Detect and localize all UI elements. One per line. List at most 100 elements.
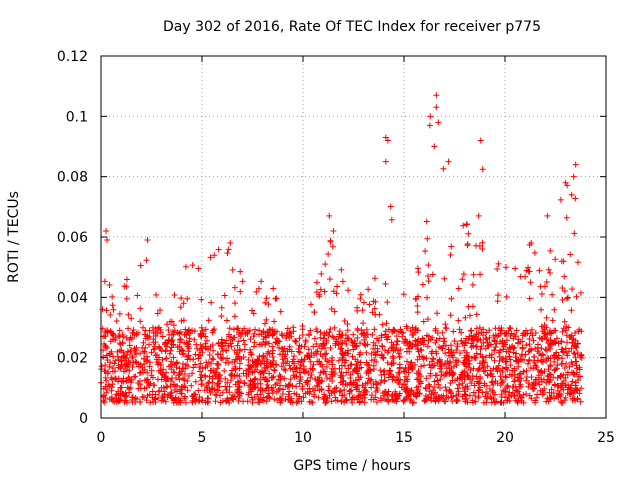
data-point [414, 302, 421, 309]
data-point [207, 254, 214, 261]
data-point [129, 329, 136, 336]
data-point [163, 343, 170, 350]
data-point [234, 378, 241, 385]
data-point [471, 354, 478, 361]
data-point [291, 390, 298, 397]
data-point [502, 373, 509, 380]
data-point [571, 230, 578, 237]
data-point [225, 360, 232, 367]
data-point [470, 365, 477, 372]
data-point [380, 392, 387, 399]
data-point [549, 317, 556, 324]
data-point [112, 336, 119, 343]
data-point [342, 331, 349, 338]
data-point [189, 399, 196, 406]
data-point [149, 388, 156, 395]
data-point [459, 276, 466, 283]
data-point [277, 382, 284, 389]
data-point [428, 350, 435, 357]
data-point [217, 399, 224, 406]
data-point [374, 348, 381, 355]
data-point [263, 358, 270, 365]
y-tick-labels: 0 0.02 0.04 0.06 0.08 0.1 0.12 [57, 49, 88, 427]
data-point [212, 398, 219, 405]
data-point [314, 358, 321, 365]
data-point [483, 336, 490, 343]
y-tick-label: 0.12 [57, 49, 88, 65]
data-point [182, 393, 189, 400]
data-point [260, 353, 267, 360]
data-point [235, 386, 242, 393]
data-point [424, 235, 431, 242]
data-point [468, 327, 475, 334]
data-point [306, 385, 313, 392]
data-point [425, 381, 432, 388]
data-point [198, 324, 205, 331]
data-point [305, 331, 312, 338]
data-point [462, 314, 469, 321]
data-point [445, 158, 452, 165]
data-point [140, 339, 147, 346]
data-point [316, 387, 323, 394]
data-point [564, 339, 571, 346]
data-point [521, 330, 528, 337]
data-point [491, 347, 498, 354]
data-point [552, 339, 559, 346]
data-point [179, 347, 186, 354]
data-point [149, 374, 156, 381]
data-point [479, 239, 486, 246]
data-point [117, 396, 124, 403]
data-point [294, 398, 301, 405]
data-point [207, 343, 214, 350]
data-point [558, 380, 565, 387]
data-point [334, 283, 341, 290]
data-point [227, 240, 234, 247]
data-point [463, 340, 470, 347]
data-point [175, 395, 182, 402]
data-point [339, 392, 346, 399]
data-point [357, 349, 364, 356]
data-point [293, 383, 300, 390]
data-point [269, 354, 276, 361]
data-point [507, 345, 514, 352]
data-point [542, 346, 549, 353]
data-point [479, 353, 486, 360]
data-point [184, 363, 191, 370]
data-point [337, 334, 344, 341]
data-point [297, 362, 304, 369]
data-point [234, 325, 241, 332]
data-point [453, 397, 460, 404]
data-point [450, 363, 457, 370]
data-point [326, 212, 333, 219]
data-point [532, 329, 539, 336]
data-point [512, 265, 519, 272]
data-point [199, 381, 206, 388]
data-point [503, 374, 510, 381]
data-point [470, 389, 477, 396]
data-point [272, 295, 279, 302]
data-point [543, 379, 550, 386]
data-point [410, 399, 417, 406]
data-point [198, 296, 205, 303]
data-point [479, 166, 486, 173]
data-point [429, 334, 436, 341]
data-point [208, 299, 215, 306]
data-point [264, 378, 271, 385]
data-point [168, 378, 175, 385]
data-point [547, 394, 554, 401]
data-point [485, 342, 492, 349]
data-point [433, 92, 440, 99]
data-point [382, 280, 389, 287]
data-point [258, 278, 265, 285]
data-point [355, 374, 362, 381]
data-point [236, 347, 243, 354]
data-point [208, 386, 215, 393]
data-point [127, 334, 134, 341]
data-point [475, 366, 482, 373]
data-point [215, 373, 222, 380]
data-point [432, 389, 439, 396]
data-point [323, 363, 330, 370]
data-point [560, 371, 567, 378]
data-point [534, 366, 541, 373]
data-point [264, 330, 271, 337]
